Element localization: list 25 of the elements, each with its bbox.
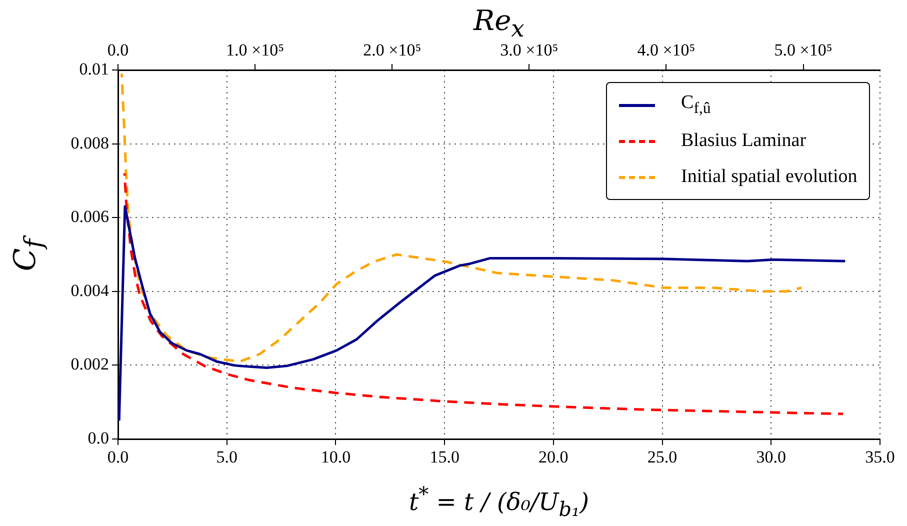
x2-tick-label: 3.0 ×10⁵ <box>500 40 558 60</box>
x-tick-label: 35.0 <box>865 448 895 467</box>
x-tick-label: 15.0 <box>430 448 460 467</box>
y-tick-label: 0.0 <box>88 428 109 448</box>
y-tick-label: 0.006 <box>70 207 109 226</box>
legend-label: Initial spatial evolution <box>681 166 858 188</box>
y-tick-label: 0.008 <box>70 133 109 152</box>
legend-label: C$_{f,û}$ <box>681 92 711 118</box>
x-tick-label: 0.0 <box>107 448 129 467</box>
x-tick-label: 30.0 <box>756 448 786 467</box>
x2-tick-label: 5.0 ×10⁵ <box>774 40 832 60</box>
x2-tick-label: 4.0 ×10⁵ <box>637 40 696 60</box>
x-tick-label: 25.0 <box>647 448 678 467</box>
x2-tick-label: 0.0 <box>107 40 129 60</box>
x-tick-label: 10.0 <box>320 448 351 467</box>
x-axis-title: t$^{*}$ = t / (δ₀/U$_{b₁}$) <box>409 482 589 521</box>
legend-label: Blasius Laminar <box>681 130 806 152</box>
y-tick-label: 0.002 <box>70 354 109 374</box>
x2-tick-label: 2.0 ×10⁵ <box>363 40 422 60</box>
x2-axis-title: Re$_{x}$ <box>474 4 524 43</box>
x2-tick-label: 1.0 ×10⁵ <box>226 40 284 60</box>
x-tick-label: 5.0 <box>216 448 238 467</box>
y-tick-label: 0.004 <box>70 280 110 300</box>
y-tick-label: 0.01 <box>79 59 109 78</box>
x-tick-label: 20.0 <box>538 448 568 467</box>
